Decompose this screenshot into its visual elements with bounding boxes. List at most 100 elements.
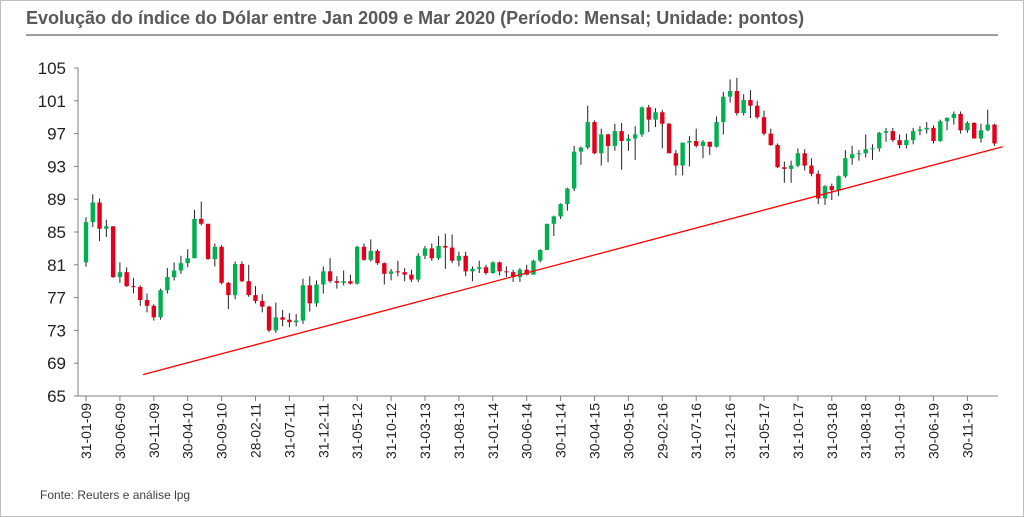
- candle-body: [253, 295, 258, 301]
- y-tick-label: 65: [47, 387, 66, 406]
- x-tick-label: 31-07-11: [281, 403, 297, 458]
- x-tick-label: 31-05-12: [349, 403, 365, 459]
- candle-body: [890, 131, 896, 141]
- candle-body: [171, 270, 177, 278]
- candle-body: [965, 122, 970, 131]
- candle-body: [104, 226, 109, 229]
- candle-body: [422, 248, 428, 256]
- candle-body: [605, 134, 611, 146]
- candle-body: [558, 204, 563, 217]
- candle-body: [632, 134, 638, 139]
- candle-body: [741, 99, 746, 114]
- candle-body: [416, 255, 421, 280]
- candle-body: [199, 218, 204, 224]
- x-tick-label: 31-01-14: [485, 403, 501, 459]
- candle-body: [761, 117, 767, 134]
- candle-body: [517, 269, 523, 278]
- candle-body: [870, 148, 875, 150]
- candle-body: [782, 167, 787, 169]
- candle-body: [822, 186, 828, 199]
- candle-body: [232, 263, 238, 296]
- candle-body: [788, 165, 794, 169]
- candle-body: [97, 202, 102, 229]
- candle-body: [856, 153, 862, 155]
- candle-body: [314, 284, 319, 304]
- candle-body: [497, 262, 502, 272]
- candle-body: [734, 90, 740, 114]
- candle-body: [551, 216, 557, 224]
- candle-body: [985, 124, 990, 131]
- y-tick-label: 105: [38, 59, 66, 78]
- candle-body: [809, 165, 814, 174]
- candle-body: [307, 285, 312, 304]
- candle-body: [802, 153, 807, 166]
- candle-body: [910, 131, 916, 141]
- candle-body: [883, 131, 889, 133]
- candle-body: [178, 263, 184, 271]
- y-tick-label: 85: [47, 223, 66, 242]
- y-tick-label: 101: [38, 92, 66, 111]
- candle-body: [958, 113, 963, 131]
- x-tick-label: 31-03-13: [417, 403, 433, 459]
- candle-body: [578, 147, 584, 152]
- candle-body: [131, 286, 136, 288]
- candle-body: [721, 96, 726, 123]
- x-tick-label: 29-02-16: [654, 403, 670, 459]
- candle-body: [490, 262, 495, 273]
- candle-body: [531, 260, 536, 275]
- candle-body: [90, 202, 95, 223]
- x-tick-label: 31-10-17: [790, 403, 806, 459]
- candle-body: [849, 154, 855, 159]
- x-tick-label: 31-08-18: [858, 403, 874, 459]
- candle-body: [504, 271, 509, 273]
- candle-body: [327, 271, 333, 282]
- candle-body: [205, 223, 211, 260]
- candle-body: [931, 127, 936, 141]
- candle-body: [585, 122, 590, 148]
- candle-body: [592, 122, 597, 154]
- x-tick-label: 31-01-09: [78, 403, 94, 459]
- candle-body: [192, 218, 197, 259]
- y-tick-label: 69: [47, 354, 66, 373]
- candle-body: [395, 271, 401, 273]
- candle-body: [477, 267, 482, 269]
- candle-body: [144, 300, 150, 306]
- x-tick-label: 30-09-10: [214, 403, 230, 459]
- candle-body: [409, 274, 414, 280]
- candle-body: [571, 151, 577, 189]
- candle-body: [348, 281, 353, 284]
- candle-body: [510, 272, 516, 278]
- x-tick-label: 31-03-18: [824, 403, 840, 459]
- candle-body: [599, 134, 604, 154]
- candle-body: [449, 247, 455, 261]
- candle-body: [639, 107, 645, 135]
- candle-body: [666, 123, 672, 154]
- candle-body: [361, 246, 367, 260]
- candle-body: [165, 277, 170, 291]
- candle-body: [971, 122, 977, 139]
- candle-body: [694, 140, 699, 146]
- candle-body: [280, 317, 285, 320]
- x-tick-label: 30-11-14: [553, 403, 569, 458]
- candle-body: [775, 145, 780, 168]
- candle-body: [626, 138, 631, 141]
- candle-body: [917, 129, 923, 132]
- candle-body: [402, 272, 407, 275]
- candle-body: [273, 317, 279, 331]
- candle-body: [538, 250, 543, 261]
- candle-body: [944, 118, 950, 122]
- candle-body: [83, 222, 89, 263]
- candle-body: [382, 263, 387, 274]
- x-tick-label: 30-04-10: [180, 403, 196, 459]
- candle-body: [727, 90, 733, 97]
- candle-body: [185, 258, 190, 264]
- candle-body: [836, 176, 841, 191]
- candle-body: [660, 112, 665, 124]
- y-tick-label: 77: [47, 289, 66, 308]
- candle-body: [239, 263, 245, 282]
- candle-body: [653, 112, 658, 120]
- candle-body: [287, 319, 292, 323]
- candle-body: [483, 267, 489, 273]
- candle-body: [436, 245, 441, 259]
